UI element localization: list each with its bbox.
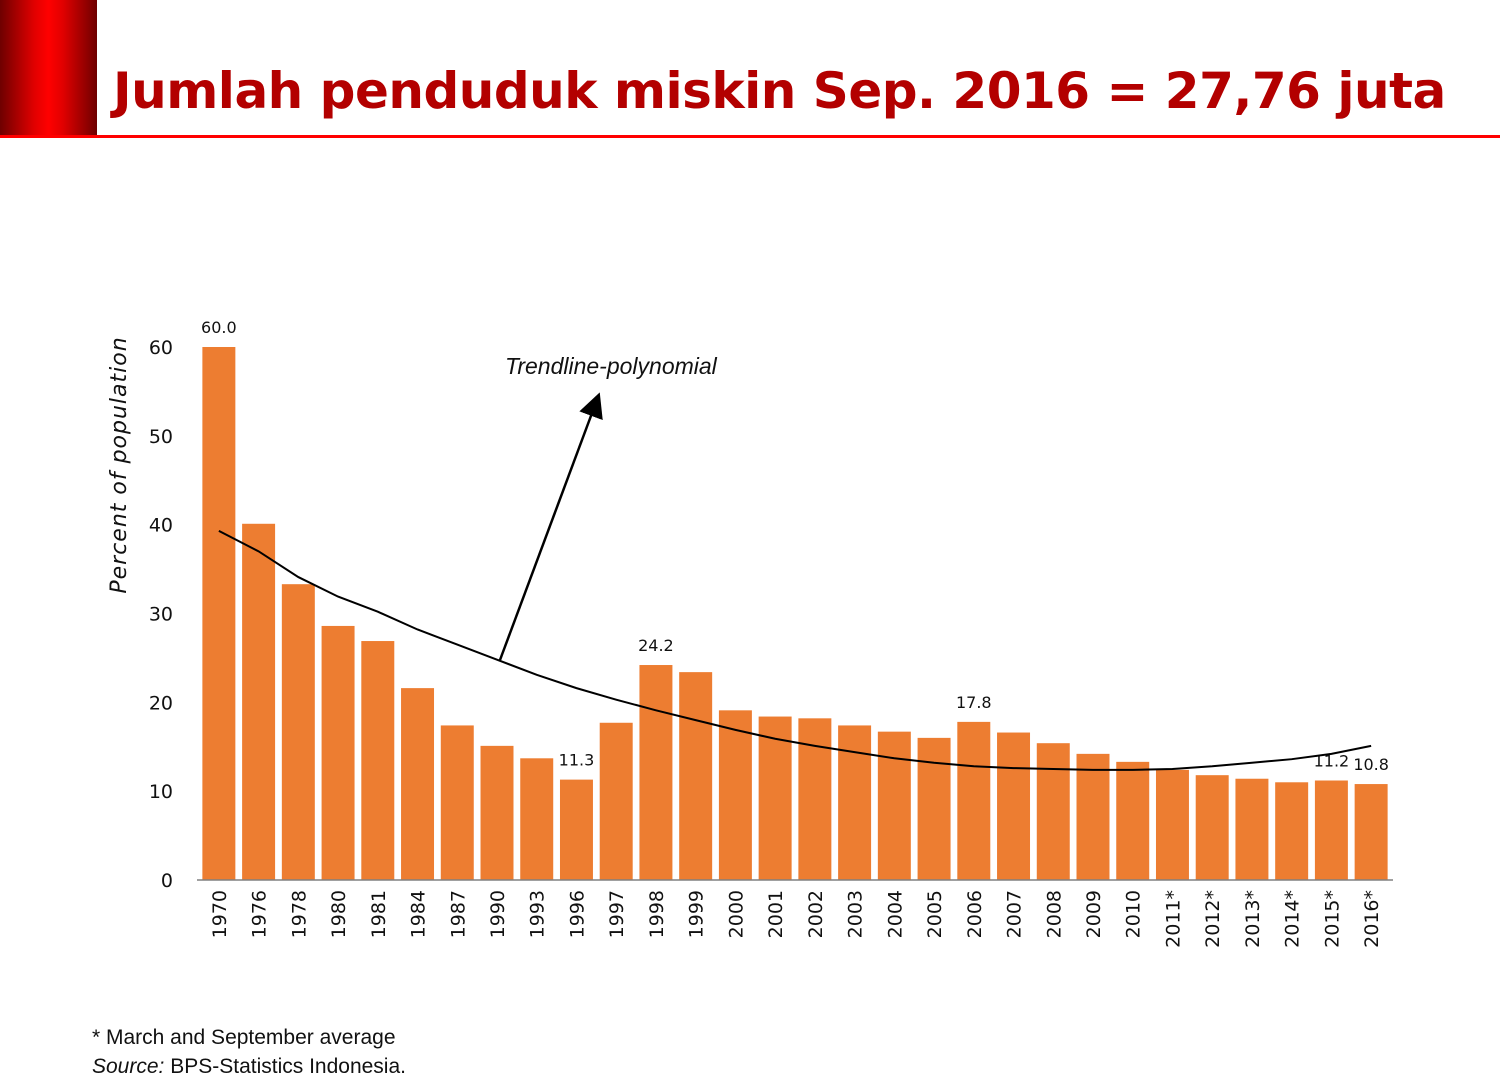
bar bbox=[599, 722, 633, 880]
x-tick-label: 2006 bbox=[964, 890, 986, 938]
x-tick-label: 2004 bbox=[884, 890, 906, 938]
bar bbox=[1155, 769, 1189, 880]
y-tick-label: 50 bbox=[149, 426, 173, 448]
bar bbox=[440, 725, 474, 880]
bar bbox=[1076, 753, 1110, 880]
x-tick-label: 2009 bbox=[1083, 890, 1105, 938]
x-tick-label: 1980 bbox=[328, 890, 350, 938]
bar bbox=[1036, 743, 1070, 880]
bar bbox=[401, 688, 435, 880]
data-label: 17.8 bbox=[956, 693, 992, 712]
trendline-annotation: Trendline-polynomial bbox=[505, 353, 718, 379]
trendline bbox=[218, 529, 1372, 771]
x-tick-label: 2013* bbox=[1242, 890, 1264, 948]
x-tick-label: 1996 bbox=[566, 890, 588, 938]
bar bbox=[1195, 775, 1229, 880]
y-tick-label: 10 bbox=[149, 781, 173, 803]
x-tick-label: 2007 bbox=[1004, 890, 1026, 938]
x-tick-label: 2014* bbox=[1282, 890, 1304, 948]
bar bbox=[917, 737, 951, 880]
source-line: Source: BPS-Statistics Indonesia. bbox=[92, 1055, 406, 1079]
x-tick-label: 1997 bbox=[606, 890, 628, 938]
x-tick-label: 2000 bbox=[725, 890, 747, 938]
bar bbox=[559, 779, 593, 880]
bar bbox=[758, 716, 792, 880]
y-axis-label: Percent of population bbox=[107, 336, 132, 593]
bar bbox=[1116, 761, 1150, 880]
x-tick-label: 1984 bbox=[408, 890, 430, 938]
bar bbox=[838, 725, 872, 880]
header-rule bbox=[0, 135, 1500, 138]
x-tick-label: 2011* bbox=[1162, 890, 1184, 948]
bar bbox=[718, 710, 752, 880]
data-label: 11.2 bbox=[1314, 752, 1350, 771]
x-tick-label: 2016* bbox=[1361, 890, 1383, 948]
bar bbox=[877, 731, 911, 880]
bar bbox=[1354, 784, 1388, 880]
x-tick-label: 1987 bbox=[447, 890, 469, 938]
x-tick-label: 2005 bbox=[924, 890, 946, 938]
source-text: BPS-Statistics Indonesia. bbox=[164, 1055, 406, 1078]
source-label: Source: bbox=[92, 1055, 165, 1078]
x-tick-label: 2012* bbox=[1202, 890, 1224, 948]
annotation-arrow bbox=[498, 392, 603, 661]
x-tick-label: 1993 bbox=[527, 890, 549, 938]
bar bbox=[520, 758, 554, 880]
bar bbox=[242, 523, 276, 880]
x-tick-label: 2008 bbox=[1043, 890, 1065, 938]
bar bbox=[679, 672, 713, 880]
y-tick-label: 60 bbox=[149, 337, 173, 359]
y-tick-label: 30 bbox=[149, 604, 173, 626]
x-tick-label: 2015* bbox=[1321, 890, 1343, 948]
x-tick-label: 1976 bbox=[249, 890, 271, 938]
x-tick-label: 1990 bbox=[487, 890, 509, 938]
bar bbox=[321, 625, 355, 880]
x-tick-label: 1981 bbox=[368, 890, 390, 938]
bar bbox=[798, 718, 832, 880]
page-title: Jumlah penduduk miskin Sep. 2016 = 27,76… bbox=[113, 62, 1446, 120]
x-tick-label: 2002 bbox=[805, 890, 827, 938]
x-tick-label: 1999 bbox=[686, 890, 708, 938]
bar bbox=[1314, 780, 1348, 880]
bar bbox=[202, 347, 236, 880]
x-tick-label: 1998 bbox=[646, 890, 668, 938]
x-tick-label: 1978 bbox=[288, 890, 310, 938]
bar bbox=[361, 641, 395, 880]
bar bbox=[997, 732, 1031, 880]
data-label: 60.0 bbox=[201, 318, 237, 337]
bar bbox=[281, 584, 315, 880]
bar bbox=[1235, 778, 1269, 880]
x-tick-label: 1970 bbox=[209, 890, 231, 938]
y-tick-label: 20 bbox=[149, 692, 173, 714]
bar bbox=[480, 745, 514, 880]
data-label: 24.2 bbox=[638, 636, 674, 655]
x-tick-label: 2001 bbox=[765, 890, 787, 938]
x-tick-label: 2010 bbox=[1123, 890, 1145, 938]
data-label: 11.3 bbox=[559, 751, 595, 770]
footnote: * March and September average bbox=[92, 1026, 396, 1049]
bar bbox=[957, 721, 991, 880]
data-label: 10.8 bbox=[1353, 755, 1389, 774]
bar bbox=[1275, 782, 1309, 880]
y-tick-label: 40 bbox=[149, 515, 173, 537]
bar bbox=[639, 665, 673, 880]
x-tick-label: 2003 bbox=[845, 890, 867, 938]
y-tick-label: 0 bbox=[161, 870, 173, 892]
brand-bar bbox=[0, 0, 97, 137]
